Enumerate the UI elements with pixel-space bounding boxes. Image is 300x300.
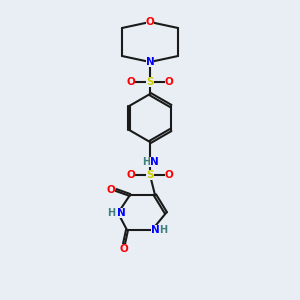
Text: N: N xyxy=(117,208,125,218)
Text: O: O xyxy=(165,170,173,180)
Text: S: S xyxy=(146,77,154,87)
Text: H: H xyxy=(107,208,115,218)
Text: S: S xyxy=(146,170,154,180)
Text: O: O xyxy=(127,170,135,180)
Text: H: H xyxy=(142,157,150,167)
Text: O: O xyxy=(120,244,128,254)
Text: O: O xyxy=(165,77,173,87)
Text: N: N xyxy=(151,225,159,235)
Text: O: O xyxy=(127,77,135,87)
Text: O: O xyxy=(146,17,154,27)
Text: H: H xyxy=(159,225,167,235)
Text: O: O xyxy=(106,185,116,195)
Text: N: N xyxy=(150,157,158,167)
Text: N: N xyxy=(146,57,154,67)
